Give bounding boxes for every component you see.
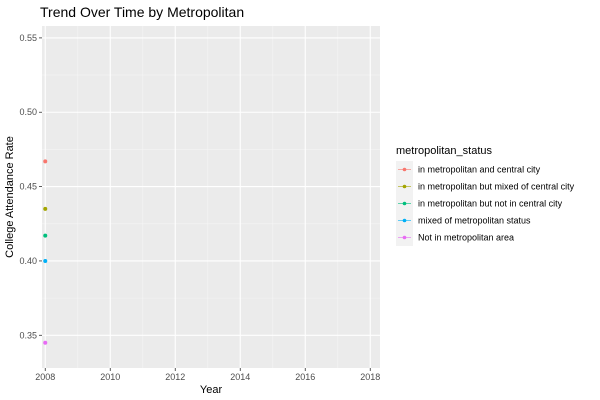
legend-key — [396, 229, 413, 246]
y-tick-label: 0.40 — [19, 256, 37, 266]
legend-key — [396, 161, 413, 178]
legend-label: in metropolitan but not in central city — [418, 199, 563, 209]
y-tick-label: 0.55 — [19, 33, 37, 43]
y-axis-title: College Attendance Rate — [4, 136, 16, 258]
x-axis-title: Year — [200, 384, 223, 396]
data-point — [43, 258, 48, 263]
data-point — [43, 159, 48, 164]
legend-label: in metropolitan but mixed of central cit… — [418, 182, 575, 192]
x-tick-label: 2016 — [295, 372, 315, 382]
legend-key-point — [402, 235, 407, 240]
legend-key-point — [402, 201, 407, 206]
legend-key — [396, 178, 413, 195]
x-tick-label: 2008 — [35, 372, 55, 382]
legend-label: Not in metropolitan area — [418, 233, 514, 243]
x-tick-label: 2010 — [100, 372, 120, 382]
legend-label: in metropolitan and central city — [418, 165, 541, 175]
legend-key-point — [402, 184, 407, 189]
grid-major — [42, 26, 380, 368]
legend: metropolitan_status in metropolitan and … — [396, 145, 575, 246]
legend-key — [396, 195, 413, 212]
x-axis: 2008 2010 2012 2014 2016 2018 — [35, 368, 380, 382]
legend-key-point — [402, 167, 407, 172]
y-tick-label: 0.50 — [19, 107, 37, 117]
legend-key-point — [402, 218, 407, 223]
y-tick-label: 0.35 — [19, 330, 37, 340]
data-point — [43, 233, 48, 238]
legend-items: in metropolitan and central city in metro… — [396, 161, 575, 246]
plot-panel — [42, 26, 380, 368]
legend-title: metropolitan_status — [396, 145, 492, 157]
data-points — [43, 159, 48, 345]
y-axis: 0.35 0.40 0.45 0.50 0.55 — [19, 33, 42, 340]
x-tick-label: 2014 — [230, 372, 250, 382]
x-tick-label: 2018 — [360, 372, 380, 382]
x-tick-label: 2012 — [165, 372, 185, 382]
legend-label: mixed of metropolitan status — [418, 216, 531, 226]
data-point — [43, 340, 48, 345]
y-tick-label: 0.45 — [19, 182, 37, 192]
data-point — [43, 206, 48, 211]
grid-minor — [42, 26, 380, 368]
legend-key — [396, 212, 413, 229]
chart-title: Trend Over Time by Metropolitan — [40, 4, 244, 20]
